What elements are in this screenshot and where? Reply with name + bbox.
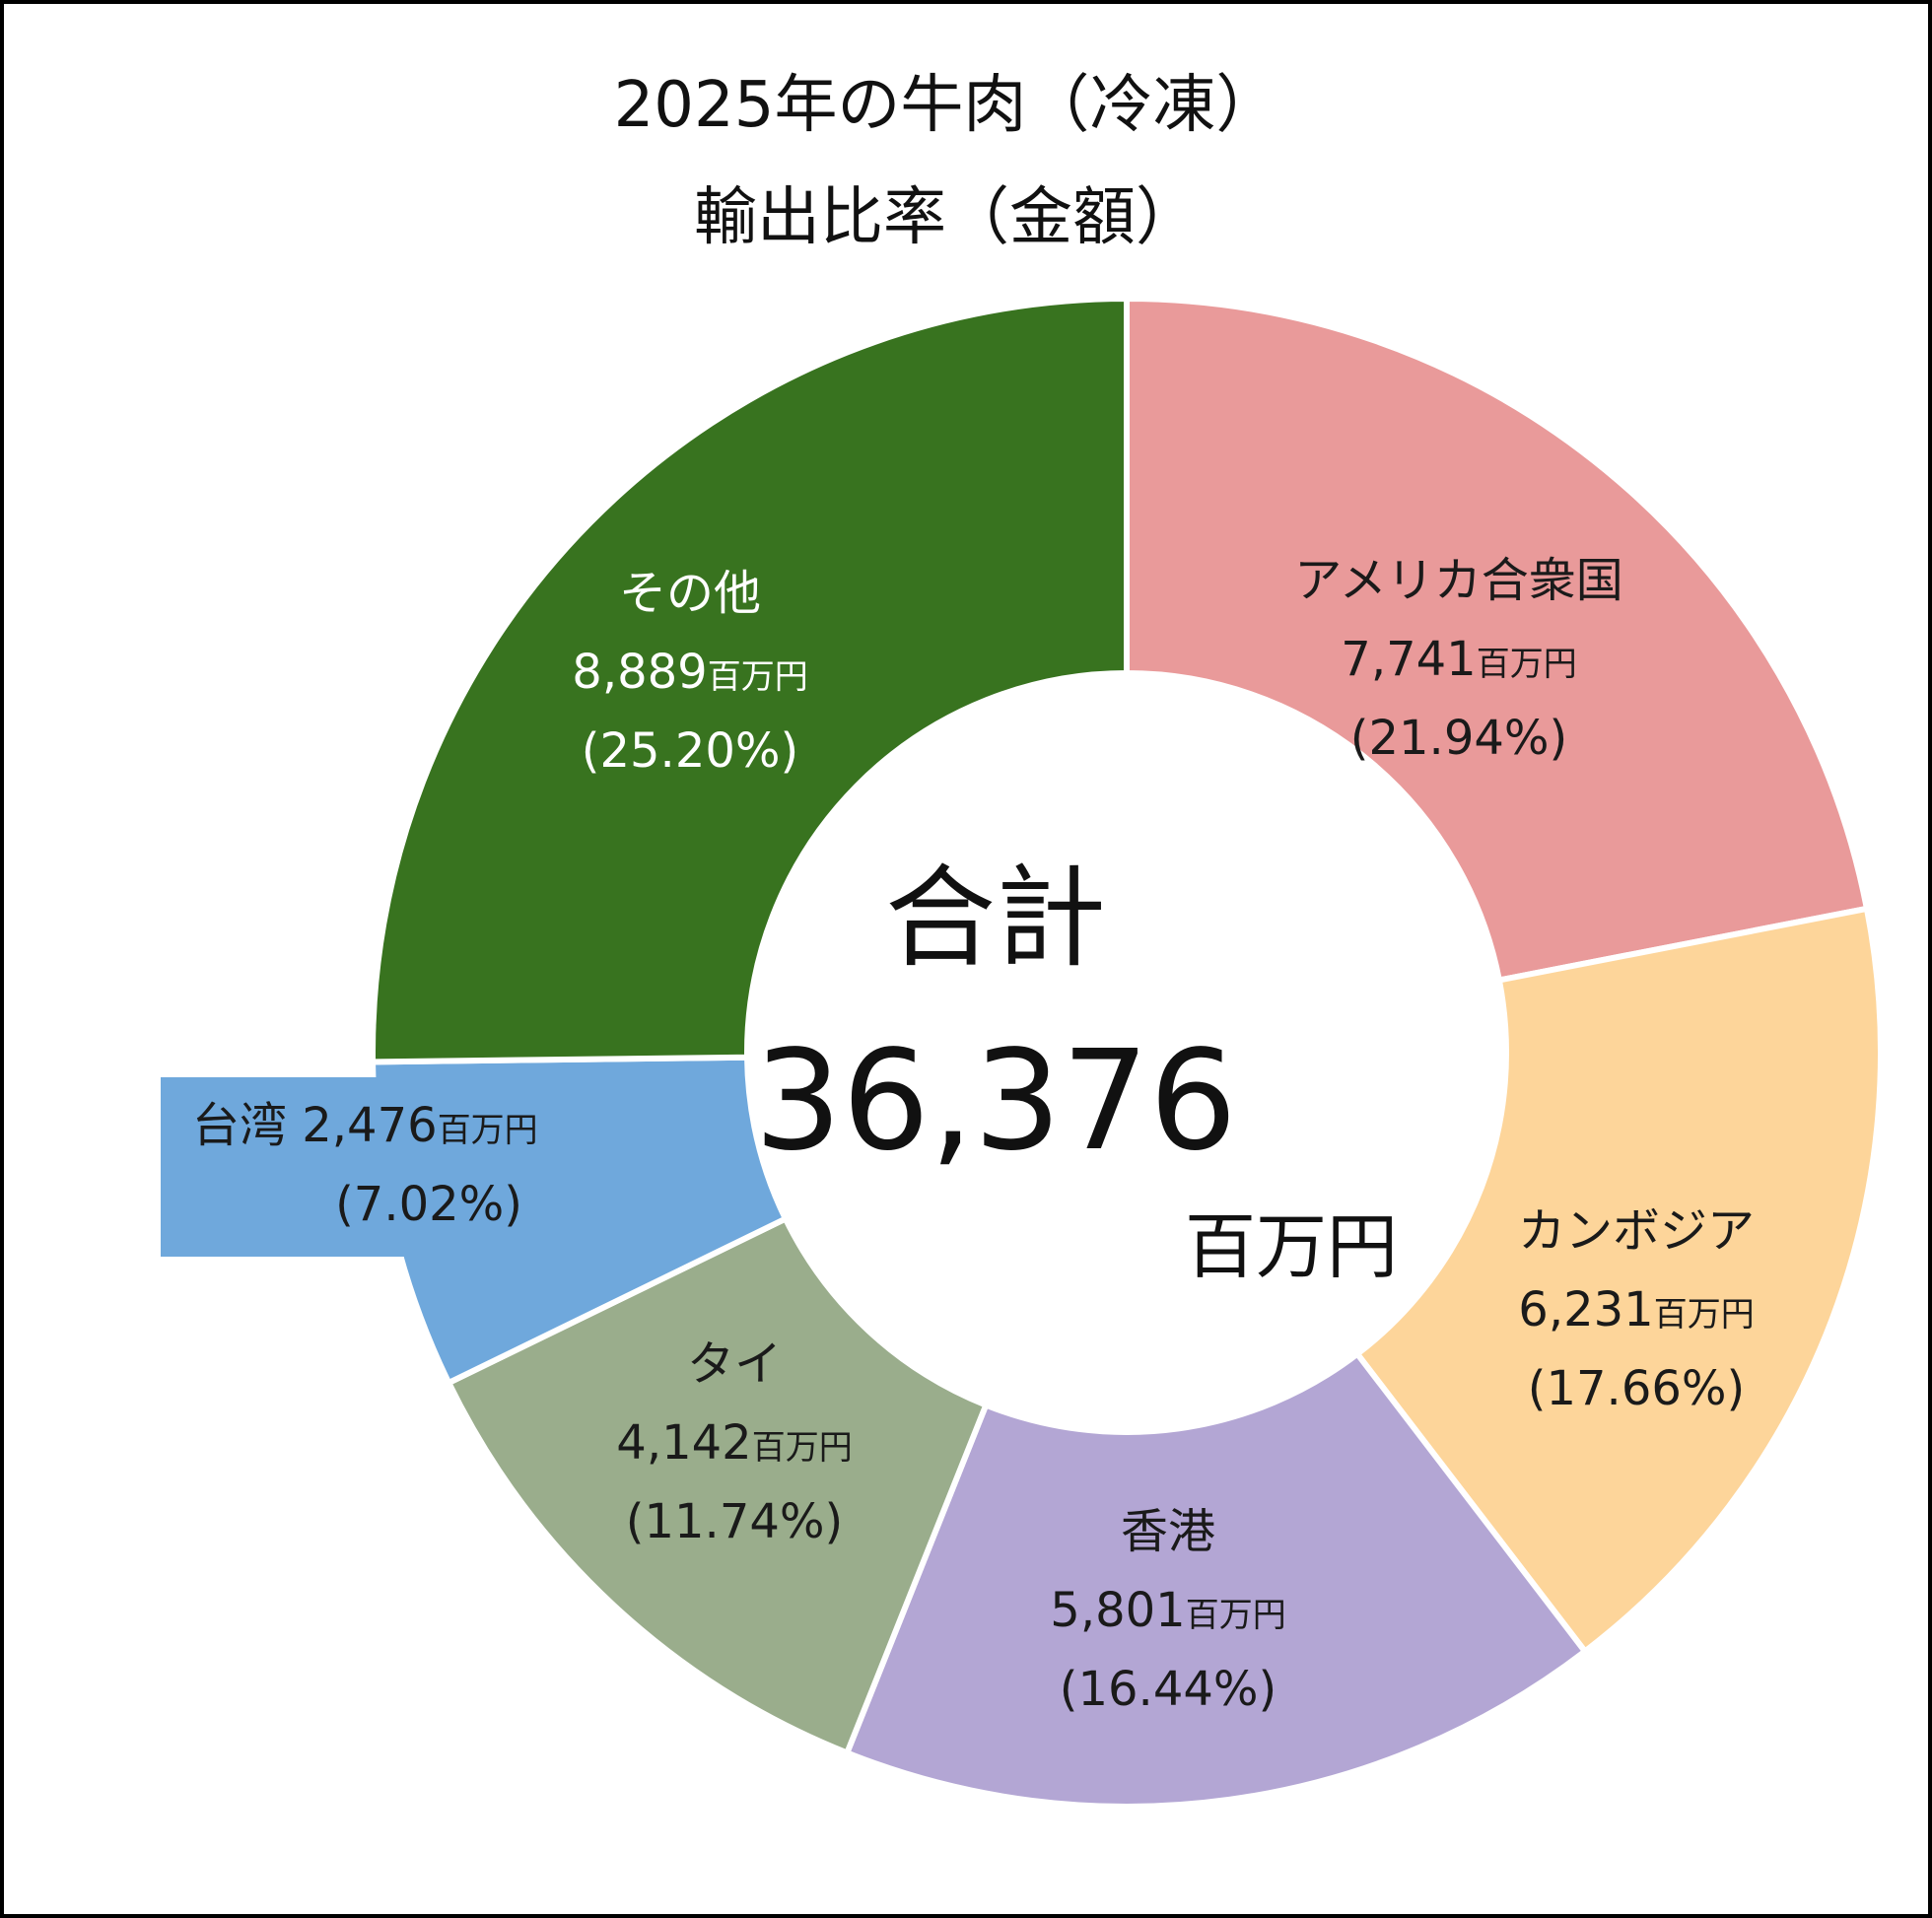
label-name-3: タイ xyxy=(687,1336,782,1392)
label-percent-1: (17.66%) xyxy=(1528,1361,1745,1416)
label-value-5: 8,889百万円 xyxy=(572,645,807,700)
label-name-0: アメリカ合衆国 xyxy=(1294,553,1623,608)
label-value-3: 4,142百万円 xyxy=(616,1415,852,1471)
slice-2 xyxy=(843,1349,1590,1810)
label-percent-2: (16.44%) xyxy=(1060,1662,1276,1717)
label-value-2: 5,801百万円 xyxy=(1050,1583,1285,1638)
taiwan-label-box xyxy=(161,1077,614,1257)
chart-title-line-1: 2025年の牛肉（冷凍） xyxy=(614,69,1279,142)
label-name-1: カンボジア xyxy=(1518,1203,1755,1259)
slice-0 xyxy=(1124,295,1871,984)
label-group: アメリカ合衆国 7,741百万円 (21.94%) カンボジア 6,231百万円 (17.… xyxy=(192,553,1755,1717)
label-percent-0: (21.94%) xyxy=(1350,711,1567,766)
label-value-0: 7,741百万円 xyxy=(1341,632,1576,687)
total-label: 合計 xyxy=(885,855,1106,983)
label-name-5: その他 xyxy=(619,566,761,621)
slice-5 xyxy=(370,295,1130,1065)
label-value-1: 6,231百万円 xyxy=(1518,1282,1754,1337)
label-name-value-4: 台湾 2,476百万円 xyxy=(192,1098,538,1153)
label-percent-5: (25.20%) xyxy=(582,723,798,779)
chart-title-line-2: 輸出比率（金額） xyxy=(694,181,1199,254)
label-percent-3: (11.74%) xyxy=(626,1494,843,1549)
total-unit: 百万円 xyxy=(1185,1205,1398,1288)
label-percent-4: (7.02%) xyxy=(335,1177,522,1232)
label-name-2: 香港 xyxy=(1121,1504,1215,1559)
total-value: 36,376 xyxy=(754,1021,1237,1182)
slice-3 xyxy=(445,1214,991,1757)
slice-1 xyxy=(1352,905,1884,1656)
